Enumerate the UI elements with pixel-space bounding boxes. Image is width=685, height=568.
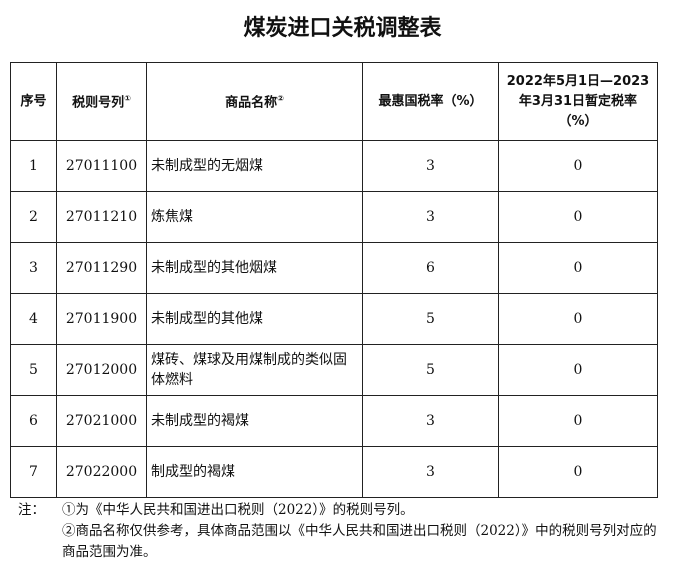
cell-seq: 2 — [10, 191, 57, 243]
cell-temp: 0 — [498, 140, 658, 192]
table-row: 6 27021000 未制成型的褐煤 3 0 — [10, 395, 658, 447]
cell-name: 炼焦煤 — [146, 191, 363, 243]
table-row: 4 27011900 未制成型的其他煤 5 0 — [10, 293, 658, 345]
table-row: 2 27011210 炼焦煤 3 0 — [10, 191, 658, 243]
header-code: 税则号列① — [56, 62, 147, 141]
cell-seq: 7 — [10, 446, 57, 498]
cell-code: 27022000 — [56, 446, 147, 498]
header-temp: 2022年5月1日—2023年3月31日暂定税率（%） — [498, 62, 658, 141]
cell-seq: 4 — [10, 293, 57, 345]
cell-seq: 3 — [10, 242, 57, 294]
cell-code: 27011100 — [56, 140, 147, 192]
cell-name: 煤砖、煤球及用煤制成的类似固体燃料 — [146, 344, 363, 396]
header-row: 序号 税则号列① 商品名称② 最惠国税率（%） 2022年5月1日—2023年3… — [10, 62, 658, 141]
cell-name: 未制成型的褐煤 — [146, 395, 363, 447]
cell-mfn: 5 — [362, 293, 499, 345]
cell-mfn: 6 — [362, 242, 499, 294]
cell-temp: 0 — [498, 242, 658, 294]
header-name: 商品名称② — [146, 62, 363, 141]
cell-mfn: 3 — [362, 446, 499, 498]
cell-code: 27011290 — [56, 242, 147, 294]
note-1: ①为《中华人民共和国进出口税则（2022）》的税则号列。 — [62, 502, 414, 518]
page-title: 煤炭进口关税调整表 — [243, 16, 442, 41]
cell-temp: 0 — [498, 293, 658, 345]
table-row: 5 27012000 煤砖、煤球及用煤制成的类似固体燃料 5 0 — [10, 344, 658, 396]
note-2: ②商品名称仅供参考，具体商品范围以《中华人民共和国进出口税则（2022）》中的税… — [62, 523, 657, 560]
cell-code: 27021000 — [56, 395, 147, 447]
tariff-table: 序号 税则号列① 商品名称② 最惠国税率（%） 2022年5月1日—2023年3… — [10, 62, 658, 498]
cell-name: 未制成型的无烟煤 — [146, 140, 363, 192]
cell-mfn: 5 — [362, 344, 499, 396]
table-row: 3 27011290 未制成型的其他烟煤 6 0 — [10, 242, 658, 294]
cell-name: 未制成型的其他烟煤 — [146, 242, 363, 294]
table-row: 7 27022000 制成型的褐煤 3 0 — [10, 446, 658, 498]
cell-seq: 1 — [10, 140, 57, 192]
notes-label: 注： — [18, 502, 45, 518]
cell-temp: 0 — [498, 395, 658, 447]
cell-mfn: 3 — [362, 191, 499, 243]
cell-temp: 0 — [498, 446, 658, 498]
cell-code: 27012000 — [56, 344, 147, 396]
cell-temp: 0 — [498, 344, 658, 396]
cell-mfn: 3 — [362, 140, 499, 192]
cell-temp: 0 — [498, 191, 658, 243]
cell-mfn: 3 — [362, 395, 499, 447]
cell-name: 制成型的褐煤 — [146, 446, 363, 498]
footnotes: 注： ①为《中华人民共和国进出口税则（2022）》的税则号列。 ②商品名称仅供参… — [18, 500, 662, 563]
header-mfn: 最惠国税率（%） — [362, 62, 499, 141]
cell-seq: 6 — [10, 395, 57, 447]
cell-code: 27011900 — [56, 293, 147, 345]
cell-name: 未制成型的其他煤 — [146, 293, 363, 345]
header-seq: 序号 — [10, 62, 57, 141]
table-row: 1 27011100 未制成型的无烟煤 3 0 — [10, 140, 658, 192]
cell-seq: 5 — [10, 344, 57, 396]
cell-code: 27011210 — [56, 191, 147, 243]
